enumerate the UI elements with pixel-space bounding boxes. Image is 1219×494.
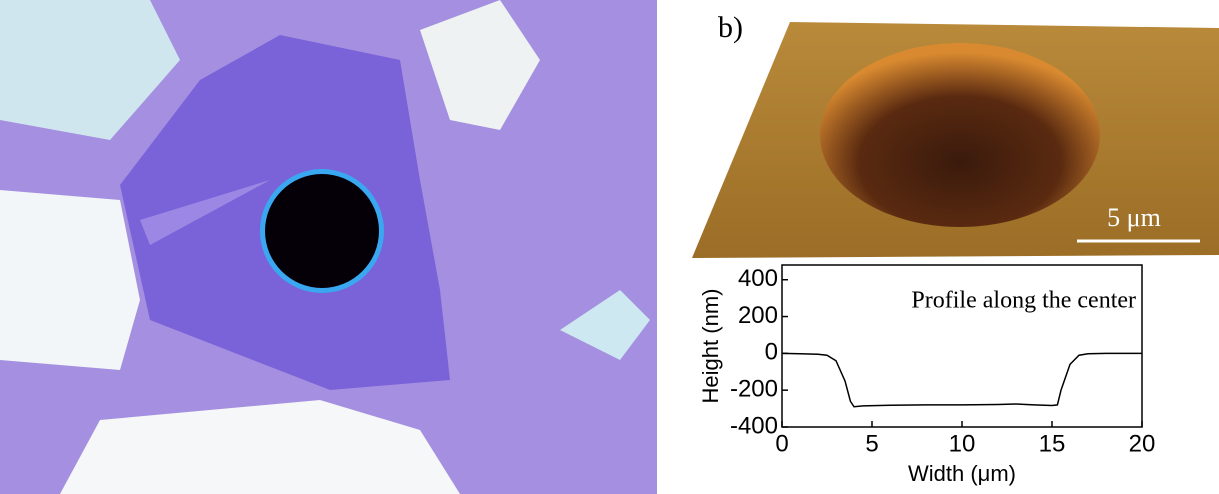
scale-bar-label: 5 μm bbox=[1107, 203, 1161, 232]
y-tick-label: 200 bbox=[738, 302, 778, 329]
figure: 5 μm b) 05101520-400-2000200400Width (μm… bbox=[0, 0, 1219, 494]
y-tick-label: -400 bbox=[730, 412, 778, 439]
afm-image: 5 μm bbox=[692, 22, 1219, 258]
x-tick-label: 5 bbox=[865, 430, 878, 457]
x-tick-label: 15 bbox=[1039, 430, 1066, 457]
x-tick-label: 10 bbox=[949, 430, 976, 457]
y-tick-label: 0 bbox=[765, 339, 778, 366]
x-axis-label: Width (μm) bbox=[908, 461, 1016, 486]
y-axis-label: Height (nm) bbox=[698, 289, 723, 404]
y-tick-label: 400 bbox=[738, 265, 778, 292]
y-tick-label: -200 bbox=[730, 376, 778, 403]
profile-line bbox=[782, 353, 1142, 406]
optical-image bbox=[0, 0, 657, 494]
annotation: Profile along the center bbox=[911, 288, 1136, 314]
x-tick-label: 20 bbox=[1129, 430, 1156, 457]
page: 5 μm b) 05101520-400-2000200400Width (μm… bbox=[0, 0, 1219, 494]
panel-label: b) bbox=[718, 11, 743, 44]
